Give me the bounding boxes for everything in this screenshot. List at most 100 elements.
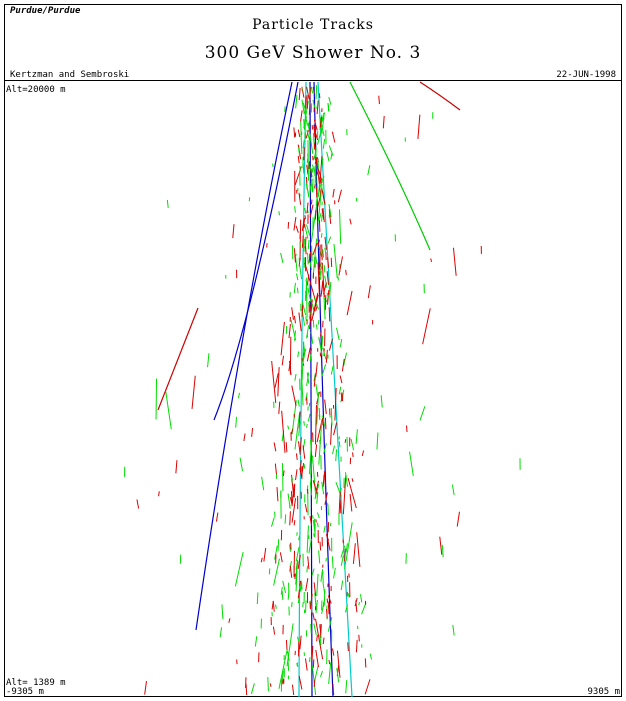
track-segment <box>328 204 332 218</box>
track-segment <box>282 470 285 477</box>
track-segment <box>299 467 303 480</box>
track-segment <box>320 233 323 238</box>
track-segment <box>330 365 334 375</box>
track-segment <box>317 183 323 223</box>
track-segment <box>367 165 371 176</box>
track-segment <box>430 258 433 263</box>
track-segment <box>352 543 356 564</box>
track <box>313 81 334 698</box>
track-segment <box>320 670 323 678</box>
track-segment <box>298 441 301 455</box>
track-segment <box>305 183 310 196</box>
track-segment <box>310 199 313 205</box>
track-segment <box>278 401 281 414</box>
track-segment <box>315 85 318 100</box>
track-segment <box>322 474 325 487</box>
track-segment <box>328 307 331 322</box>
track-segment <box>322 582 326 595</box>
track-segment <box>316 392 320 425</box>
track-segment <box>282 580 287 594</box>
track-segment <box>356 532 361 567</box>
track-segment <box>318 422 323 465</box>
track-segment <box>303 119 306 130</box>
track-segment <box>347 642 349 652</box>
track-segment <box>306 565 309 573</box>
track-segment <box>314 184 316 189</box>
track-segment <box>306 372 310 387</box>
track-segment <box>305 600 307 613</box>
track-segment <box>288 323 291 339</box>
track-segment <box>316 492 319 504</box>
track-segment <box>289 511 291 526</box>
subtitle: 300 GeV Shower No. 3 <box>205 43 422 63</box>
track-segment <box>295 469 298 481</box>
track-segment <box>316 573 319 597</box>
tracks <box>124 81 521 698</box>
track-segment <box>378 95 380 105</box>
track-segment <box>284 514 287 524</box>
track-segment <box>324 236 327 250</box>
track-segment <box>314 444 318 458</box>
track-segment <box>339 339 343 348</box>
track-segment <box>287 651 290 662</box>
track-segment <box>289 565 293 578</box>
track-segment <box>345 269 347 276</box>
track-segment <box>295 94 298 109</box>
track-segment <box>358 634 360 642</box>
track-segment <box>287 425 290 430</box>
track-segment <box>306 129 311 141</box>
track-segment <box>327 595 332 604</box>
track-segment <box>267 677 269 692</box>
track-segment <box>319 270 322 280</box>
track-segment <box>327 539 331 551</box>
track-segment <box>323 525 326 533</box>
track-segment <box>312 242 318 256</box>
track-segment <box>191 375 196 409</box>
track-segment <box>321 190 326 205</box>
track-segment <box>315 618 324 660</box>
track-segment <box>294 412 301 450</box>
track-segment <box>315 324 318 330</box>
track-segment <box>299 437 302 453</box>
track-segment <box>310 459 313 476</box>
track-segment <box>331 648 335 656</box>
track-segment <box>291 307 294 320</box>
track-segment <box>273 442 277 452</box>
track-segment <box>305 658 308 671</box>
track-segment <box>234 551 244 587</box>
track-segment <box>232 224 235 239</box>
track-segment <box>300 132 303 155</box>
track-segment <box>451 484 455 496</box>
track-segment <box>319 175 325 188</box>
track-segment <box>294 254 298 272</box>
track <box>157 307 199 411</box>
track-segment <box>298 420 301 436</box>
track-segment <box>308 102 311 115</box>
frame <box>4 4 622 697</box>
track-segment <box>312 659 315 668</box>
track-segment <box>311 645 314 661</box>
track-segment <box>306 325 310 339</box>
track-segment <box>312 304 315 314</box>
track-segment <box>311 183 313 193</box>
track-segment <box>314 665 319 680</box>
track-segment <box>313 124 316 137</box>
track-segment <box>317 194 322 208</box>
track-segment <box>228 618 231 623</box>
track-segment <box>272 163 274 168</box>
track-segment <box>327 236 332 244</box>
track-segment <box>301 218 305 232</box>
track-segment <box>302 235 304 248</box>
track-segment <box>328 145 334 157</box>
track-segment <box>324 417 327 430</box>
track-segment <box>302 445 306 459</box>
track-segment <box>349 218 352 225</box>
track-segment <box>314 147 317 190</box>
x-min: -9305 m <box>6 687 44 697</box>
track-segment <box>307 287 312 302</box>
track-segment <box>309 516 313 526</box>
track-segment <box>312 480 318 494</box>
track-segment <box>274 373 279 388</box>
track-segment <box>327 102 330 112</box>
track-segment <box>304 116 308 122</box>
